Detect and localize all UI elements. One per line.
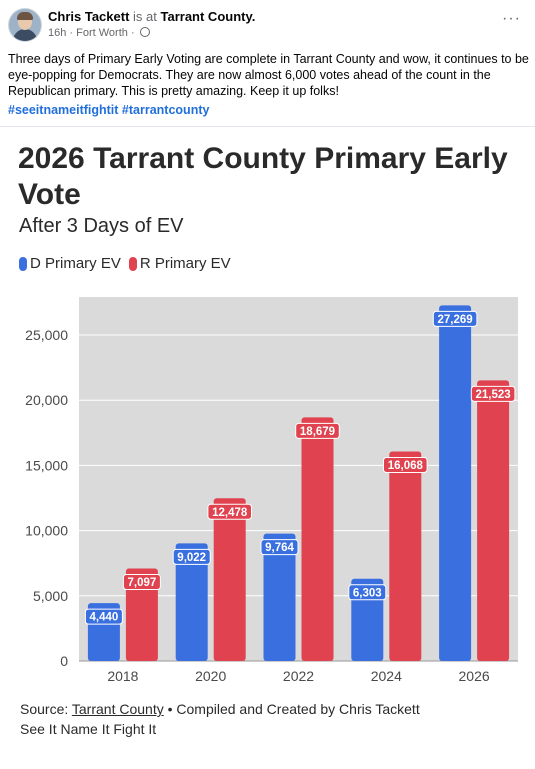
is-at-text: is at xyxy=(133,9,157,24)
hashtag-link[interactable]: #tarrantcounty xyxy=(121,103,210,117)
legend-item-r: R Primary EV xyxy=(128,255,231,272)
chart-subtitle: After 3 Days of EV xyxy=(19,215,184,237)
data-label: 16,068 xyxy=(388,460,424,472)
bar-r xyxy=(125,568,158,661)
data-label-bg xyxy=(84,608,123,625)
bar-chart: 0 5,000 10,000 15,000 20,000 25,000 4,440 7,097… xyxy=(25,297,518,684)
x-tick-label: 2020 xyxy=(195,668,226,684)
author-line: Chris Tackett is at Tarrant County. xyxy=(48,9,255,24)
avatar-shirt xyxy=(13,29,37,41)
x-tick-label: 2024 xyxy=(371,668,402,684)
data-label: 4,440 xyxy=(90,612,119,624)
data-label-bg xyxy=(470,385,516,402)
data-label-bg xyxy=(260,539,299,556)
data-label: 9,764 xyxy=(265,542,294,554)
x-tick-label: 2018 xyxy=(107,668,138,684)
data-label: 9,022 xyxy=(177,552,206,564)
bar-d xyxy=(175,543,208,661)
y-tick-label: 10,000 xyxy=(25,523,68,539)
bar-r xyxy=(301,417,334,661)
data-label-bg xyxy=(207,503,252,520)
data-label: 6,303 xyxy=(353,587,382,599)
y-tick-label: 25,000 xyxy=(25,327,68,343)
legend-item-d: D Primary EV xyxy=(19,255,121,272)
source-line: Source: Tarrant County • Compiled and Cr… xyxy=(20,701,420,717)
globe-icon xyxy=(139,27,150,37)
y-tick-label: 15,000 xyxy=(25,457,68,473)
source-suffix: • Compiled and Created by Chris Tackett xyxy=(167,701,420,717)
post-place: Fort Worth xyxy=(76,27,128,39)
post-header: Chris Tackett is at Tarrant County. 16h … xyxy=(0,0,535,44)
bar-d xyxy=(263,533,296,661)
y-tick-label: 20,000 xyxy=(25,392,68,408)
hashtag-link[interactable]: #seeitnameitfightit xyxy=(8,103,119,117)
data-label: 21,523 xyxy=(476,389,511,401)
data-label-bg xyxy=(172,548,211,565)
chart-image[interactable]: 2026 Tarrant County Primary Early Vote A… xyxy=(0,126,535,769)
source-link[interactable]: Tarrant County xyxy=(71,701,164,717)
author-name[interactable]: Chris Tackett xyxy=(48,9,130,24)
y-tick-label: 5,000 xyxy=(33,588,68,604)
legend-label-r: R Primary EV xyxy=(139,255,231,272)
data-label: 7,097 xyxy=(128,577,157,589)
bar-r xyxy=(477,380,510,661)
source-prefix: Source: xyxy=(20,701,69,717)
avatar-hair xyxy=(17,12,33,20)
legend-swatch-d xyxy=(19,256,27,271)
x-tick-label: 2022 xyxy=(283,668,314,684)
data-label-bg xyxy=(432,310,478,327)
more-options-button[interactable]: ··· xyxy=(502,10,521,27)
chart-title: 2026 Tarrant County Primary Early Vote xyxy=(18,142,508,211)
bar-r xyxy=(389,451,422,661)
credit-line: See It Name It Fight It xyxy=(20,721,157,737)
hashtags: #seeitnameitfightit #tarrantcounty xyxy=(8,103,209,117)
bar-r xyxy=(213,498,246,661)
post-time[interactable]: 16h xyxy=(48,27,67,39)
chart-legend: D Primary EV R Primary EV xyxy=(19,255,239,272)
data-label: 18,679 xyxy=(300,426,335,438)
location-link[interactable]: Tarrant County. xyxy=(160,9,256,24)
data-label-bg xyxy=(383,456,428,473)
data-label: 12,478 xyxy=(212,507,248,519)
post-text: Three days of Primary Early Voting are c… xyxy=(8,52,529,98)
data-label-bg xyxy=(295,422,340,439)
y-tick-label: 0 xyxy=(60,653,68,669)
data-label: 27,269 xyxy=(438,314,473,326)
legend-label-d: D Primary EV xyxy=(30,255,121,272)
bar-d xyxy=(439,305,472,661)
avatar[interactable] xyxy=(8,8,42,42)
data-label-bg xyxy=(122,573,161,590)
data-label-bg xyxy=(348,584,387,601)
legend-swatch-r xyxy=(128,256,137,271)
post-meta: 16h · Fort Worth · xyxy=(48,27,150,39)
x-tick-label: 2026 xyxy=(459,668,490,684)
